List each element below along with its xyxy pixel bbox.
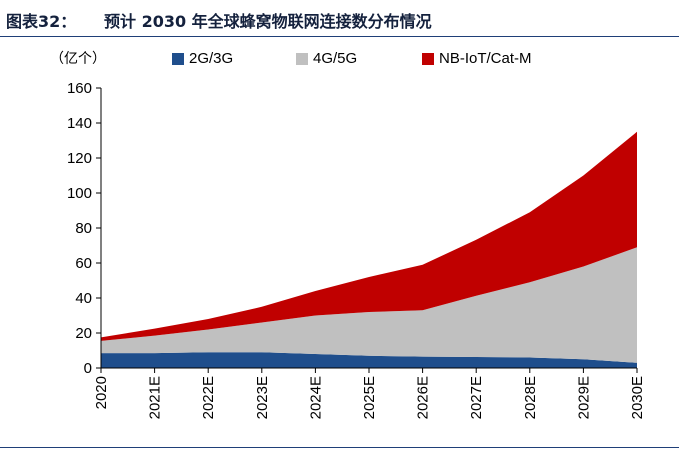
x-tick-label-1: 2021E — [147, 376, 164, 419]
x-tick-label-9: 2029E — [575, 376, 592, 419]
legend-item-2g3g: 2G/3G — [172, 50, 233, 67]
x-tick-label-2: 2022E — [200, 376, 217, 419]
y-tick-label-6: 120 — [67, 150, 92, 167]
x-tick-label-5: 2025E — [361, 376, 378, 419]
figure-header: 图表32： 预计 2030 年全球蜂窝物联网连接数分布情况 — [0, 0, 679, 36]
legend-swatch-4g5g — [296, 52, 308, 65]
x-tick-label-7: 2027E — [468, 376, 485, 419]
legend-item-nbiot: NB-IoT/Cat-M — [422, 50, 532, 67]
y-tick-label-5: 100 — [67, 185, 92, 202]
footer-divider — [0, 447, 679, 448]
legend-item-4g5g: 4G/5G — [296, 50, 357, 67]
header-divider — [0, 36, 679, 37]
x-tick-label-10: 2030E — [629, 376, 646, 419]
y-tick-label-4: 80 — [75, 220, 92, 237]
x-tick-label-0: 2020 — [93, 376, 110, 409]
area-series-2 — [101, 131, 637, 341]
y-tick-label-2: 40 — [75, 290, 92, 307]
figure-label: 图表32： — [6, 12, 77, 31]
y-tick-label-1: 20 — [75, 325, 92, 342]
y-tick-label-3: 60 — [75, 255, 92, 272]
legend-label-nbiot: NB-IoT/Cat-M — [439, 50, 532, 67]
area-series-0 — [101, 352, 637, 368]
y-tick-label-0: 0 — [84, 360, 92, 377]
x-tick-label-8: 2028E — [522, 376, 539, 419]
legend-label-4g5g: 4G/5G — [313, 50, 358, 67]
legend-swatch-nbiot — [422, 52, 434, 65]
y-tick-label-8: 160 — [67, 80, 92, 97]
legend-swatch-2g3g — [172, 52, 184, 65]
legend-label-2g3g: 2G/3G — [189, 50, 234, 67]
x-tick-label-3: 2023E — [254, 376, 271, 419]
x-tick-label-4: 2024E — [307, 376, 324, 419]
figure-title: 预计 2030 年全球蜂窝物联网连接数分布情况 — [104, 12, 432, 31]
y-tick-label-7: 140 — [67, 115, 92, 132]
y-axis-unit: （亿个） — [50, 51, 106, 67]
x-tick-label-6: 2026E — [415, 376, 432, 419]
area-series-1 — [101, 247, 637, 363]
